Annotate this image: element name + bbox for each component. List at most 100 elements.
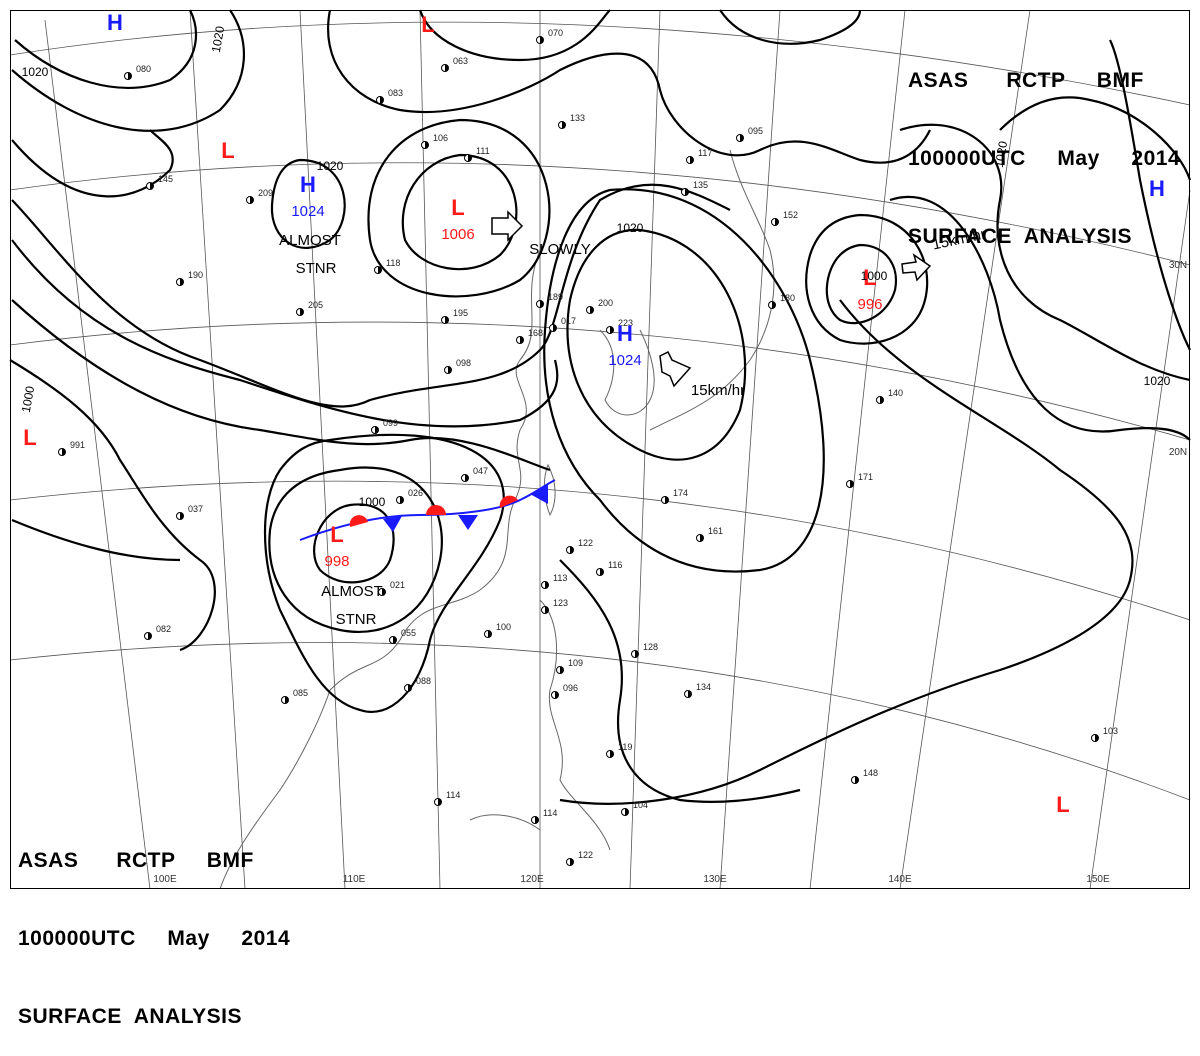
station-pressure: 103 [1103,726,1118,736]
isobar-north-3 [719,9,862,45]
isobar-low-central [401,153,518,271]
station-cloud-cover [148,632,152,640]
station-markers [58,36,1099,866]
isobar-east-low-inner [825,243,898,325]
meridian-130e [719,9,781,890]
station-pressure: 189 [548,292,563,302]
station-pressure: 113 [553,573,567,583]
isobar-west-3 [11,299,551,472]
station-pressure: 111 [476,146,490,156]
station-pressure: 161 [708,526,723,536]
isobar-sw-outer [263,433,505,713]
cold-front-symbol-1 [383,516,402,532]
footer-line-1: ASAS RCTP BMF [18,849,254,872]
parallel-40n [9,21,1191,106]
longitude-label: 100E [153,874,177,885]
arrow-east [901,253,932,282]
map-annotation: STNR [336,611,377,628]
station-cloud-cover [382,588,386,596]
longitude-label: 110E [343,874,366,885]
station-cloud-cover [128,72,132,80]
station-pressure: 122 [578,538,593,548]
station-cloud-cover [570,858,574,866]
pressure-center-high: H [107,10,123,35]
station-cloud-cover [150,182,154,190]
isobar-sw [9,359,216,652]
station-cloud-cover [1095,734,1099,742]
station-pressure: 133 [570,113,585,123]
station-pressure: 055 [401,628,416,638]
header-block-top: ASAS RCTP BMF 100000UTC May 2014 SURFACE… [908,16,1180,276]
coast-philippines [539,599,611,851]
station-cloud-cover [690,156,694,164]
station-cloud-cover [465,474,469,482]
station-pressure: 082 [156,624,171,634]
meridian-minor-4 [809,9,906,890]
coast-korea [599,329,655,416]
parallel-20n [9,321,1191,441]
station-pressure: 200 [598,298,613,308]
station-pressure: 106 [433,133,448,143]
station-cloud-cover [590,306,594,314]
longitude-label: 120E [520,874,544,885]
map-annotation: STNR [296,260,337,277]
pressure-center-high: H [617,321,633,346]
station-cloud-cover [468,154,472,162]
header-block-bottom: ASAS RCTP BMF 100000UTC May 2014 SURFACE… [18,796,290,1056]
meridian-100e [44,19,151,890]
isobar-label: 1000 [359,495,386,509]
station-cloud-cover [438,798,442,806]
station-pressure: 119 [618,742,632,752]
station-cloud-cover [560,666,564,674]
station-pressure: 114 [543,808,557,818]
isobar-nw-1 [14,9,198,89]
pressure-center-low: L [421,12,434,37]
station-cloud-cover [300,308,304,316]
station-cloud-cover [775,218,779,226]
pressure-center-high: H [1149,176,1165,201]
isobar-label: 1000 [19,385,37,414]
latitude-label: 20N [1169,447,1187,458]
latitude-labels: 30N 20N [1169,260,1187,458]
coast-taiwan [543,463,556,517]
station-cloud-cover [600,568,604,576]
station-cloud-cover [535,816,539,824]
meridian-minor-2 [419,9,441,890]
station-cloud-cover [850,480,854,488]
station-pressure: 122 [578,850,593,860]
header-line-2: 100000UTC May 2014 [908,147,1181,170]
station-pressure: 088 [416,676,431,686]
station-pressure: 109 [568,658,583,668]
station-cloud-cover [665,496,669,504]
station-pressure: 128 [643,642,658,652]
pressure-center-low: L [330,522,343,547]
isobar-west-1 [11,183,731,408]
station-pressure: 099 [383,418,398,428]
station-pressure: 991 [70,440,85,450]
isobar-labels: 1020 1020 1020 1020 1020 1020 1000 1000 1000 [19,25,1171,509]
station-cloud-cover [553,324,557,332]
isobar-south-east [559,299,1134,805]
footer-line-2: 100000UTC May 2014 [18,927,291,950]
pressure-center-low: L [1056,792,1069,817]
longitude-labels: 100E 110E 120E 130E 140E 150E [153,874,1110,885]
station-cloud-cover [555,691,559,699]
arrow-korea [659,350,692,388]
isobar-label: 1020 [22,65,49,79]
isobar-east-1020b [999,96,1192,181]
pressure-center-low: L [221,138,234,163]
pressure-value: 1024 [291,203,324,220]
cold-front-symbol-3 [530,484,548,504]
station-cloud-cover [520,336,524,344]
isobar-nw-2 [11,9,246,132]
station-pressure: 021 [390,580,405,590]
station-cloud-cover [740,134,744,142]
isobar-east-1020 [899,123,1191,382]
header-line-1: ASAS RCTP BMF [908,69,1144,92]
station-cloud-cover [378,266,382,274]
map-annotation: SLOWLY [529,241,590,258]
station-cloud-cover [855,776,859,784]
isobar-west-2 [11,239,559,428]
pressure-center-low: L [451,195,464,220]
pressure-value: 1006 [441,226,474,243]
